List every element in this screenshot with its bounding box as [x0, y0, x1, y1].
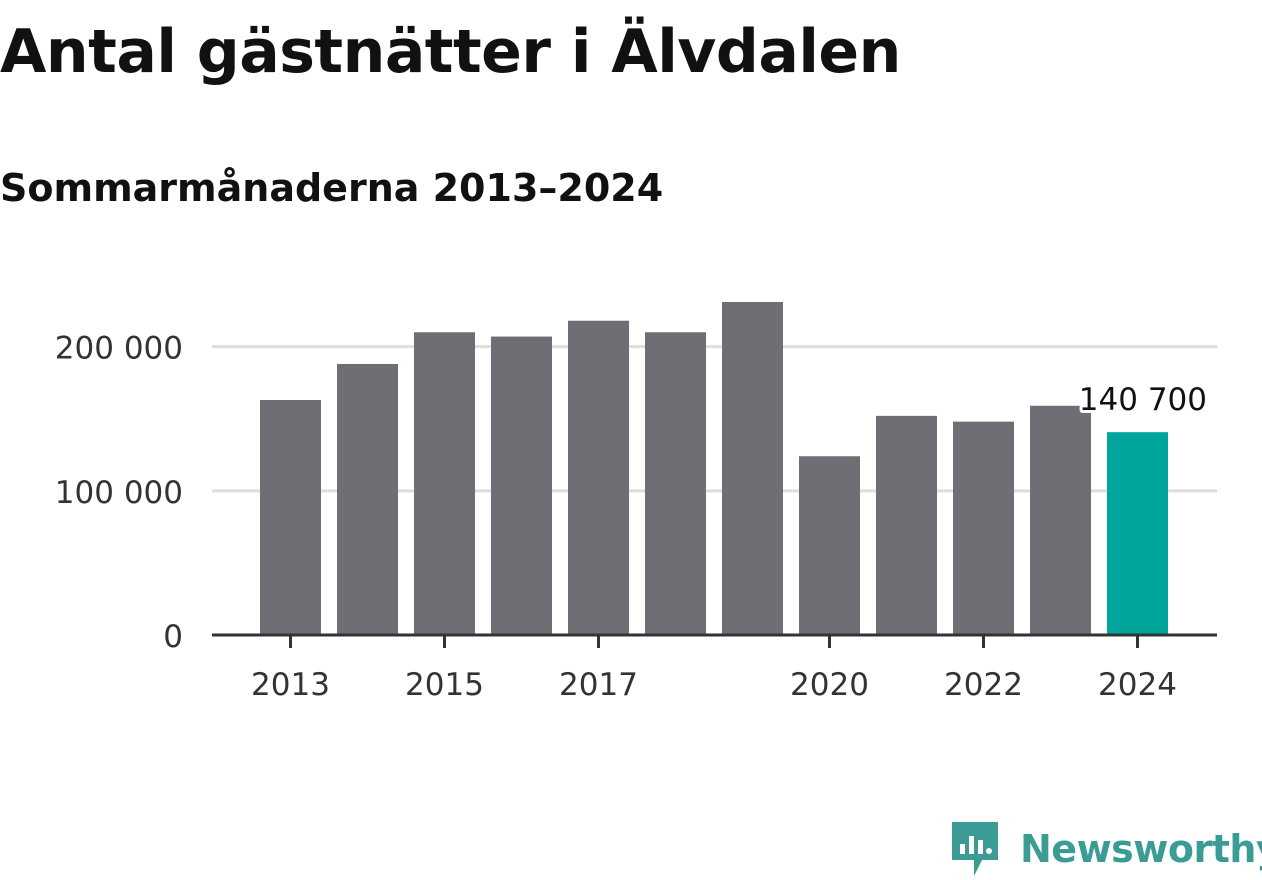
bar-2019 — [722, 301, 783, 635]
brand-name: Newsworthy — [1020, 827, 1262, 871]
bar-2013 — [260, 400, 321, 635]
bar-2020 — [799, 456, 860, 635]
y-tick-label: 100 000 — [55, 475, 183, 511]
newsworthy-logo-icon — [952, 822, 998, 876]
x-tick-label: 2017 — [559, 667, 638, 703]
newsworthy-brand: Newsworthy — [950, 818, 1262, 880]
x-tick-label: 2020 — [790, 667, 869, 703]
bar-2015 — [414, 332, 475, 635]
bar-2017 — [568, 320, 629, 635]
bars — [260, 301, 1168, 635]
x-axis — [212, 633, 1217, 648]
y-tick-labels: 0 100 000 200 000 — [55, 331, 183, 655]
bar-2021 — [876, 415, 937, 635]
x-tick-label: 2013 — [251, 667, 330, 703]
x-tick-label: 2024 — [1098, 667, 1177, 703]
y-tick-label: 200 000 — [55, 331, 183, 367]
x-tick-label: 2015 — [405, 667, 484, 703]
chart-subtitle: Sommarmånaderna 2013–2024 — [0, 166, 664, 210]
y-tick-label: 0 — [163, 619, 183, 655]
bar-2024 — [1107, 432, 1168, 635]
bar-2014 — [337, 363, 398, 635]
bar-2016 — [491, 336, 552, 635]
chart-title: Antal gästnätter i Älvdalen — [0, 17, 901, 87]
data-label-2024: 140 700 — [1079, 382, 1207, 418]
x-tick-labels: 2013 2015 2017 2020 2022 2024 — [251, 667, 1177, 703]
bar-2018 — [645, 332, 706, 635]
x-tick-label: 2022 — [944, 667, 1023, 703]
bar-2022 — [953, 421, 1014, 635]
bar-2023 — [1030, 405, 1091, 635]
annotations: 140 700 — [1076, 379, 1210, 421]
